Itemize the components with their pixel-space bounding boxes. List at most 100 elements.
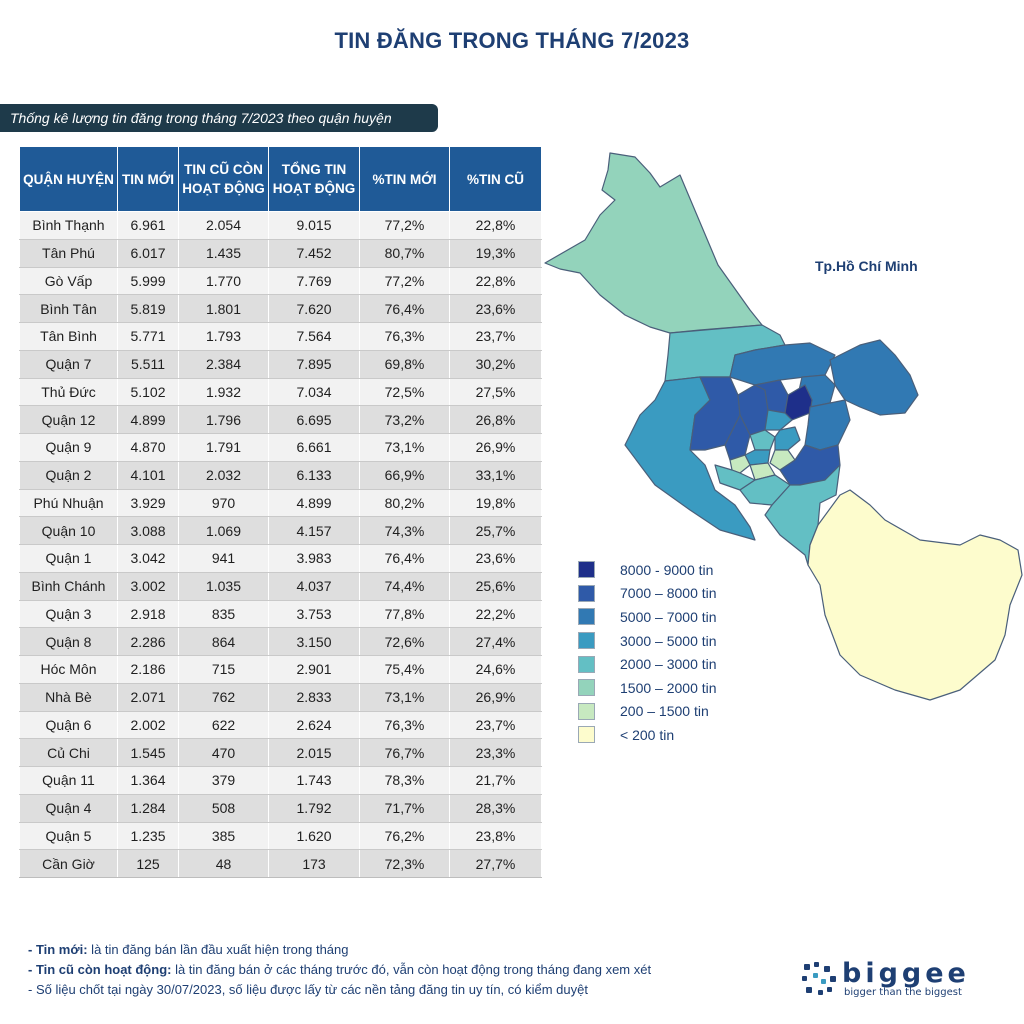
- table-row: Nhà Bè 2.071 762 2.833 73,1% 26,9%: [19, 682, 542, 712]
- cell-old-active: 1.435: [178, 238, 269, 268]
- cell-district: Quận 8: [19, 627, 118, 656]
- table-header-row: QUẬN HUYỆN TIN MỚI TIN CŨ CÒN HOẠT ĐỘNG …: [19, 146, 542, 212]
- table-row: Quận 10 3.088 1.069 4.157 74,3% 25,7%: [19, 516, 542, 545]
- table-row: Bình Tân 5.819 1.801 7.620 76,4% 23,6%: [19, 294, 542, 323]
- footnote-term: - Tin cũ còn hoạt động:: [28, 962, 172, 977]
- cell-district: Thủ Đức: [19, 377, 118, 407]
- map-region-tan-phu: [724, 414, 751, 461]
- table-row: Quận 1 3.042 941 3.983 76,4% 23,6%: [19, 544, 542, 573]
- cell-total-active: 7.564: [268, 322, 360, 351]
- district-stats-table: QUẬN HUYỆN TIN MỚI TIN CŨ CÒN HOẠT ĐỘNG …: [19, 146, 542, 878]
- cell-district: Tân Bình: [19, 322, 118, 351]
- cell-pct-old: 19,3%: [449, 238, 542, 268]
- cell-district: Bình Thạnh: [19, 211, 118, 240]
- cell-new-posts: 6.017: [117, 238, 179, 268]
- table-row: Phú Nhuận 3.929 970 4.899 80,2% 19,8%: [19, 488, 542, 518]
- cell-total-active: 7.452: [268, 238, 360, 268]
- cell-district: Hóc Môn: [19, 655, 118, 684]
- map-region-cu-chi: [544, 152, 763, 334]
- cell-total-active: 3.150: [268, 627, 360, 656]
- cell-old-active: 835: [178, 599, 269, 629]
- cell-pct-old: 33,1%: [449, 460, 542, 490]
- cell-total-active: 1.743: [268, 766, 360, 795]
- cell-total-active: 6.695: [268, 405, 360, 434]
- header-district: QUẬN HUYỆN: [19, 146, 118, 212]
- footnote-text: là tin đăng bán lần đầu xuất hiện trong …: [87, 942, 349, 957]
- cell-old-active: 762: [178, 682, 269, 712]
- legend-item: 8000 - 9000 tin: [578, 558, 717, 582]
- cell-district: Bình Chánh: [19, 571, 118, 601]
- legend-swatch: [578, 608, 595, 626]
- cell-new-posts: 1.284: [117, 793, 179, 823]
- footnotes: - Tin mới: là tin đăng bán lần đầu xuất …: [28, 940, 651, 1000]
- cell-pct-old: 23,6%: [449, 294, 542, 323]
- cell-old-active: 508: [178, 793, 269, 823]
- cell-district: Quận 3: [19, 599, 118, 629]
- cell-new-posts: 1.235: [117, 821, 179, 851]
- cell-pct-old: 19,8%: [449, 488, 542, 518]
- cell-pct-old: 25,7%: [449, 516, 542, 545]
- cell-pct-old: 22,2%: [449, 599, 542, 629]
- cell-old-active: 1.069: [178, 516, 269, 545]
- table-row: Quận 4 1.284 508 1.792 71,7% 28,3%: [19, 793, 542, 823]
- cell-total-active: 7.769: [268, 266, 360, 296]
- table-row: Hóc Môn 2.186 715 2.901 75,4% 24,6%: [19, 655, 542, 684]
- cell-new-posts: 5.819: [117, 294, 179, 323]
- cell-district: Phú Nhuận: [19, 488, 118, 518]
- cell-total-active: 7.620: [268, 294, 360, 323]
- cell-total-active: 173: [268, 849, 360, 878]
- table-row: Tân Phú 6.017 1.435 7.452 80,7% 19,3%: [19, 238, 542, 268]
- header-new-posts: TIN MỚI: [117, 146, 179, 212]
- legend-swatch: [578, 561, 595, 579]
- cell-total-active: 2.015: [268, 738, 360, 767]
- cell-district: Quận 6: [19, 710, 118, 740]
- cell-pct-new: 72,5%: [359, 377, 450, 407]
- legend-label: 200 – 1500 tin: [620, 703, 709, 720]
- table-row: Bình Thạnh 6.961 2.054 9.015 77,2% 22,8%: [19, 211, 542, 240]
- header-pct-new: %TIN MỚI: [359, 146, 450, 212]
- map-city-label: Tp.Hồ Chí Minh: [815, 258, 918, 274]
- table-row: Gò Vấp 5.999 1.770 7.769 77,2% 22,8%: [19, 266, 542, 296]
- cell-pct-old: 26,8%: [449, 405, 542, 434]
- cell-new-posts: 4.899: [117, 405, 179, 434]
- cell-pct-old: 26,9%: [449, 682, 542, 712]
- cell-old-active: 622: [178, 710, 269, 740]
- cell-old-active: 1.791: [178, 433, 269, 462]
- cell-total-active: 4.037: [268, 571, 360, 601]
- legend-swatch: [578, 655, 595, 673]
- cell-total-active: 4.899: [268, 488, 360, 518]
- legend-label: < 200 tin: [620, 726, 675, 743]
- map-legend: 8000 - 9000 tin 7000 – 8000 tin 5000 – 7…: [578, 558, 717, 747]
- cell-district: Quận 1: [19, 544, 118, 573]
- legend-label: 7000 – 8000 tin: [620, 585, 717, 602]
- table-row: Bình Chánh 3.002 1.035 4.037 74,4% 25,6%: [19, 571, 542, 601]
- table-row: Quận 3 2.918 835 3.753 77,8% 22,2%: [19, 599, 542, 629]
- cell-total-active: 6.661: [268, 433, 360, 462]
- legend-label: 8000 - 9000 tin: [620, 561, 714, 578]
- cell-total-active: 9.015: [268, 211, 360, 240]
- cell-district: Bình Tân: [19, 294, 118, 323]
- cell-pct-old: 22,8%: [449, 211, 542, 240]
- cell-new-posts: 2.918: [117, 599, 179, 629]
- cell-pct-old: 23,8%: [449, 821, 542, 851]
- cell-district: Quận 4: [19, 793, 118, 823]
- cell-new-posts: 1.364: [117, 766, 179, 795]
- cell-pct-old: 28,3%: [449, 793, 542, 823]
- cell-total-active: 3.983: [268, 544, 360, 573]
- cell-pct-new: 76,7%: [359, 738, 450, 767]
- legend-label: 2000 – 3000 tin: [620, 656, 717, 673]
- cell-district: Quận 10: [19, 516, 118, 545]
- table-row: Quận 6 2.002 622 2.624 76,3% 23,7%: [19, 710, 542, 740]
- header-old-active-posts: TIN CŨ CÒN HOẠT ĐỘNG: [178, 146, 269, 212]
- cell-pct-old: 27,4%: [449, 627, 542, 656]
- cell-new-posts: 3.929: [117, 488, 179, 518]
- legend-label: 5000 – 7000 tin: [620, 608, 717, 625]
- cell-pct-new: 77,8%: [359, 599, 450, 629]
- cell-old-active: 379: [178, 766, 269, 795]
- cell-old-active: 970: [178, 488, 269, 518]
- cell-old-active: 385: [178, 821, 269, 851]
- footnote-old-posts: - Tin cũ còn hoạt động: là tin đăng bán …: [28, 960, 651, 980]
- map-region-nha-be: [764, 464, 841, 566]
- hcmc-choropleth-map: [540, 145, 1024, 705]
- table-row: Thủ Đức 5.102 1.932 7.034 72,5% 27,5%: [19, 377, 542, 407]
